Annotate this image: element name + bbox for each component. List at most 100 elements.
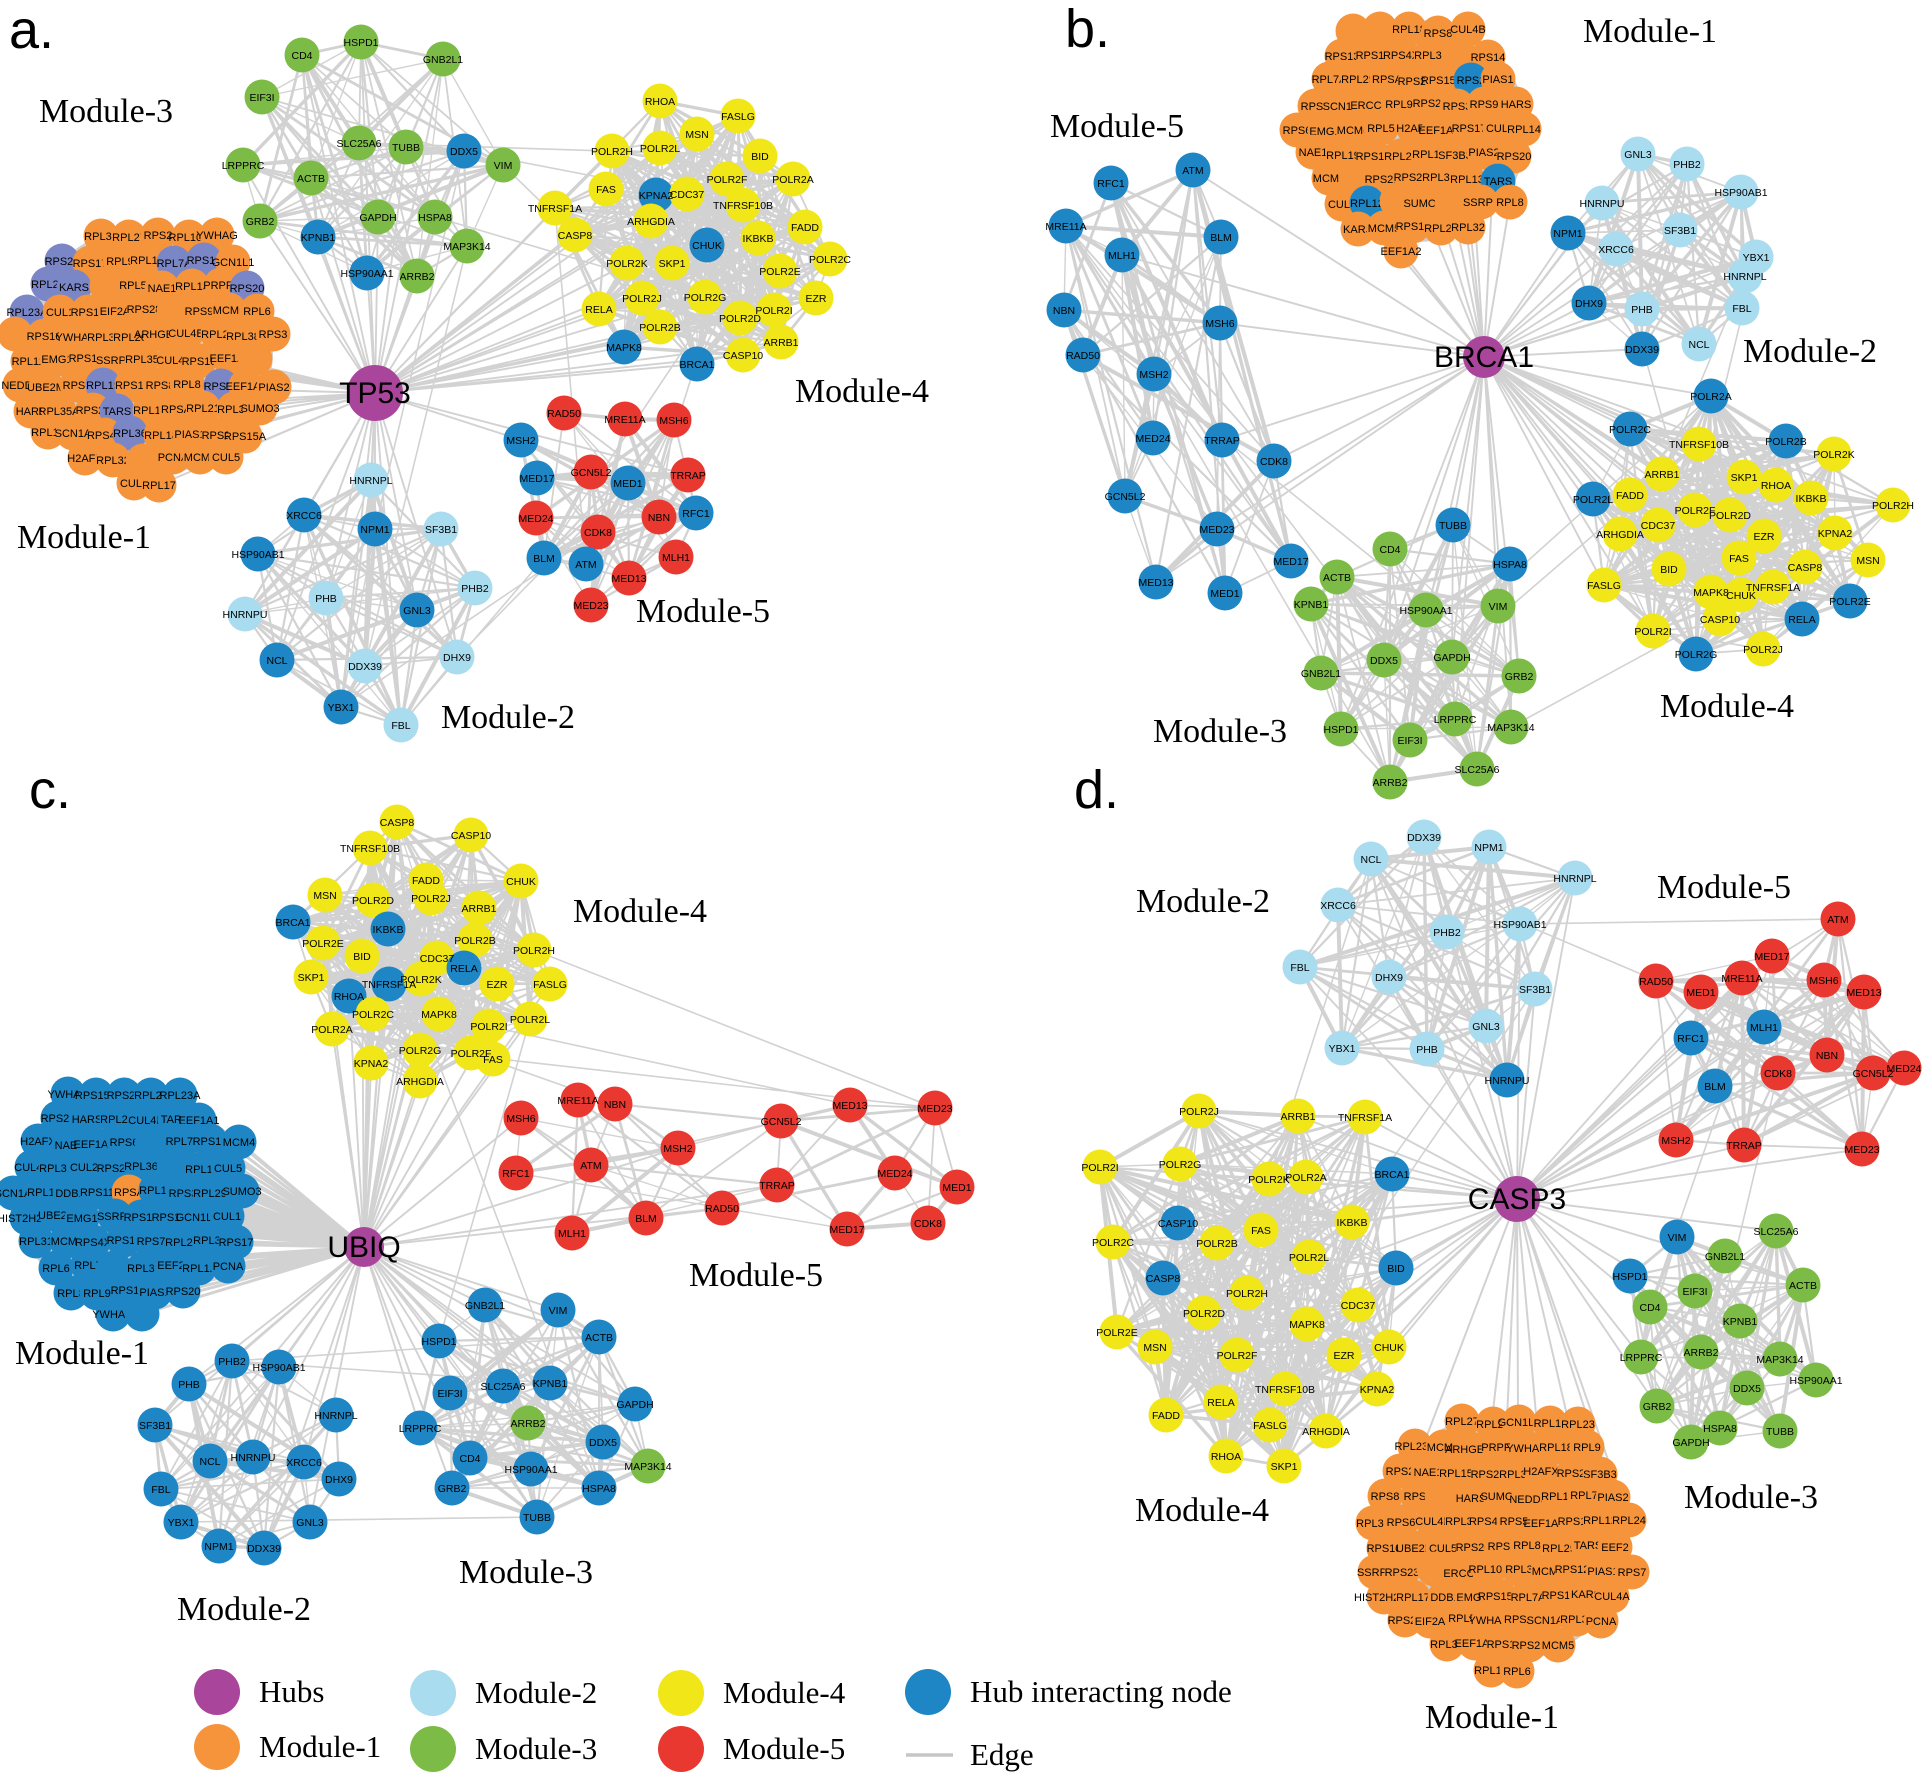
svg-text:MCM6: MCM6 <box>51 1236 83 1248</box>
svg-text:RPS2: RPS2 <box>1457 75 1486 87</box>
svg-text:NBN: NBN <box>604 1099 626 1111</box>
svg-text:RPL18: RPL18 <box>144 430 178 442</box>
svg-text:RPS10: RPS10 <box>152 1212 187 1224</box>
svg-text:CASP8: CASP8 <box>380 817 415 829</box>
svg-text:FASLG: FASLG <box>721 111 755 123</box>
svg-text:POLR2C: POLR2C <box>352 1009 394 1021</box>
svg-text:GCN5L2: GCN5L2 <box>761 1116 802 1128</box>
svg-text:POLR2D: POLR2D <box>1183 1308 1225 1320</box>
svg-text:RPL14: RPL14 <box>133 405 167 417</box>
svg-text:EMG1: EMG1 <box>1309 126 1340 138</box>
svg-text:NAE1: NAE1 <box>1414 1467 1443 1479</box>
svg-text:RPS20: RPS20 <box>1497 151 1532 163</box>
svg-text:CUL1: CUL1 <box>213 1211 241 1223</box>
svg-text:MLH1: MLH1 <box>1750 1022 1778 1034</box>
svg-text:TNFRSF10B: TNFRSF10B <box>1255 1384 1315 1396</box>
svg-text:MRE11A: MRE11A <box>1721 973 1762 985</box>
svg-text:EMG1: EMG1 <box>41 354 72 366</box>
svg-text:RPS17: RPS17 <box>219 1237 254 1249</box>
svg-text:POLR2K: POLR2K <box>606 258 647 270</box>
svg-text:RPS12: RPS12 <box>111 1285 146 1297</box>
svg-text:RPL9: RPL9 <box>1385 99 1413 111</box>
svg-text:ACTB: ACTB <box>297 173 325 185</box>
svg-text:DHX9: DHX9 <box>1575 298 1603 310</box>
svg-text:POLR2I: POLR2I <box>1634 626 1671 638</box>
svg-text:MSH6: MSH6 <box>506 1113 535 1125</box>
svg-text:RPS6: RPS6 <box>110 1137 139 1149</box>
svg-text:RPS23: RPS23 <box>45 256 80 268</box>
svg-text:RPL23A: RPL23A <box>7 307 49 319</box>
svg-text:DDX5: DDX5 <box>1370 655 1398 667</box>
svg-text:DDX39: DDX39 <box>1625 344 1659 356</box>
svg-text:POLR2B: POLR2B <box>454 935 495 947</box>
svg-text:MSH6: MSH6 <box>1809 975 1838 987</box>
svg-text:RPL32: RPL32 <box>1451 222 1485 234</box>
svg-text:SKP1: SKP1 <box>1731 472 1758 484</box>
svg-text:Module-4: Module-4 <box>723 1675 846 1710</box>
svg-text:IKBKB: IKBKB <box>373 924 404 936</box>
svg-text:SLC25A6: SLC25A6 <box>1455 764 1500 776</box>
svg-text:HSPD1: HSPD1 <box>1323 724 1358 736</box>
svg-text:RPS18: RPS18 <box>1542 1590 1577 1602</box>
svg-text:RPL8: RPL8 <box>57 1288 85 1300</box>
svg-text:XRCC6: XRCC6 <box>286 510 322 522</box>
svg-text:EEF1A1: EEF1A1 <box>226 381 267 393</box>
svg-text:KPNA2: KPNA2 <box>1360 1384 1395 1396</box>
svg-text:BLM: BLM <box>1210 232 1232 244</box>
svg-text:Module-2: Module-2 <box>1743 333 1877 370</box>
svg-text:RPL3: RPL3 <box>1505 1564 1533 1576</box>
svg-text:CDC37: CDC37 <box>1341 1300 1376 1312</box>
svg-text:KPNA2: KPNA2 <box>354 1058 389 1070</box>
svg-text:RPL29: RPL29 <box>193 1188 227 1200</box>
svg-text:EIF3I: EIF3I <box>1682 1286 1707 1298</box>
svg-text:CASP10: CASP10 <box>1158 1218 1198 1230</box>
svg-text:RPS7: RPS7 <box>1301 101 1330 113</box>
svg-text:UBIQ: UBIQ <box>327 1231 400 1264</box>
svg-text:RPL7A: RPL7A <box>1312 74 1348 86</box>
svg-text:RPS24: RPS24 <box>1394 172 1429 184</box>
svg-text:EEF1A2: EEF1A2 <box>74 1139 115 1151</box>
svg-text:HNRNPL: HNRNPL <box>1723 271 1766 283</box>
svg-text:RPL15: RPL15 <box>1412 149 1446 161</box>
svg-text:ARRB1: ARRB1 <box>1644 469 1679 481</box>
svg-text:RPL12: RPL12 <box>182 1263 216 1275</box>
svg-text:MED13: MED13 <box>1138 577 1173 589</box>
svg-text:RPL17: RPL17 <box>142 480 176 492</box>
svg-text:FBL: FBL <box>391 720 410 732</box>
svg-text:Module-5: Module-5 <box>723 1731 845 1766</box>
svg-text:RPS13: RPS13 <box>69 353 104 365</box>
svg-text:ARRB1: ARRB1 <box>1280 1111 1315 1123</box>
svg-text:PIAS1: PIAS1 <box>139 1287 170 1299</box>
svg-text:RPL11: RPL11 <box>1534 1418 1567 1430</box>
svg-text:VIM: VIM <box>494 160 513 172</box>
svg-text:NPM1: NPM1 <box>1474 842 1503 854</box>
svg-text:PHB2: PHB2 <box>1433 927 1461 939</box>
svg-text:Module-1: Module-1 <box>15 1335 149 1372</box>
svg-text:FADD: FADD <box>1152 1410 1180 1422</box>
svg-text:MAP3K14: MAP3K14 <box>1487 722 1534 734</box>
svg-text:RFC1: RFC1 <box>1677 1033 1705 1045</box>
svg-text:RPL29: RPL29 <box>1542 1543 1576 1555</box>
svg-text:RPSA: RPSA <box>114 1187 145 1199</box>
svg-text:SF3B3: SF3B3 <box>1438 150 1472 162</box>
svg-text:SKP1: SKP1 <box>298 972 325 984</box>
svg-text:NCL: NCL <box>1688 339 1709 351</box>
svg-text:POLR2B: POLR2B <box>1196 1238 1237 1250</box>
svg-text:d.: d. <box>1074 760 1119 820</box>
svg-text:RPS6: RPS6 <box>63 380 92 392</box>
svg-text:POLR2E: POLR2E <box>1829 596 1870 608</box>
svg-text:NAE1: NAE1 <box>55 1140 84 1152</box>
svg-text:ARHGDIA: ARHGDIA <box>1596 529 1644 541</box>
svg-text:HNRNPU: HNRNPU <box>231 1452 276 1464</box>
svg-text:PCNA: PCNA <box>213 1261 244 1273</box>
svg-text:RPS4X: RPS4X <box>1469 1516 1506 1528</box>
svg-text:RPL38: RPL38 <box>1414 50 1448 62</box>
svg-text:RFC1: RFC1 <box>502 1168 530 1180</box>
svg-text:RPS10: RPS10 <box>1396 221 1431 233</box>
svg-text:POLR2F: POLR2F <box>1675 505 1716 517</box>
svg-text:FAS: FAS <box>1251 1225 1271 1237</box>
svg-text:ACTB: ACTB <box>1789 1280 1817 1292</box>
svg-text:CHUK: CHUK <box>1374 1342 1404 1354</box>
svg-text:DDB1: DDB1 <box>55 1188 84 1200</box>
svg-text:XRCC6: XRCC6 <box>1320 900 1356 912</box>
